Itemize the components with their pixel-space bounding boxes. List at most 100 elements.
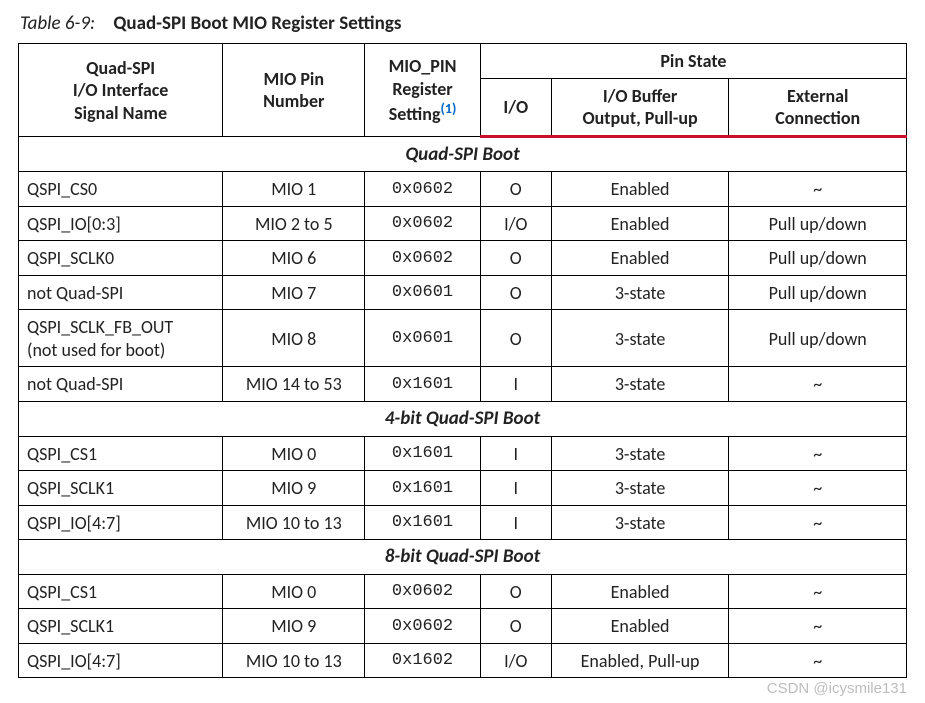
cell-mio-pin: MIO 6 xyxy=(223,241,365,276)
table-row: QSPI_IO[4:7]MIO 10 to 130x1602I/OEnabled… xyxy=(19,643,907,678)
cell-buffer: 3-state xyxy=(551,436,729,471)
cell-signal-name: QSPI_IO[4:7] xyxy=(19,505,223,540)
cell-register: 0x1601 xyxy=(365,505,480,540)
cell-external: ~ xyxy=(729,643,907,678)
cell-io: I/O xyxy=(480,643,551,678)
cell-io: O xyxy=(480,172,551,207)
cell-buffer: 3-state xyxy=(551,505,729,540)
col-buffer: I/O BufferOutput, Pull-up xyxy=(551,78,729,136)
cell-mio-pin: MIO 10 to 13 xyxy=(223,643,365,678)
section-header: 8-bit Quad-SPI Boot xyxy=(19,540,907,575)
cell-external: ~ xyxy=(729,367,907,402)
table-row: QSPI_SCLK1MIO 90x1601I3-state~ xyxy=(19,471,907,506)
cell-register: 0x0601 xyxy=(365,310,480,367)
cell-signal-name: QSPI_SCLK1 xyxy=(19,471,223,506)
cell-external: Pull up/down xyxy=(729,310,907,367)
cell-io: I xyxy=(480,471,551,506)
table-row: QSPI_CS1MIO 00x0602OEnabled~ xyxy=(19,574,907,609)
cell-io: I/O xyxy=(480,206,551,241)
table-row: QSPI_SCLK_FB_OUT(not used for boot)MIO 8… xyxy=(19,310,907,367)
caption-title: Quad-SPI Boot MIO Register Settings xyxy=(99,12,401,35)
cell-buffer: 3-state xyxy=(551,471,729,506)
cell-buffer: Enabled, Pull-up xyxy=(551,643,729,678)
table-row: QSPI_SCLK1MIO 90x0602OEnabled~ xyxy=(19,609,907,644)
section-header: Quad-SPI Boot xyxy=(19,136,907,172)
cell-buffer: Enabled xyxy=(551,172,729,207)
table-row: QSPI_IO[0:3]MIO 2 to 50x0602I/OEnabledPu… xyxy=(19,206,907,241)
cell-external: Pull up/down xyxy=(729,206,907,241)
cell-buffer: 3-state xyxy=(551,367,729,402)
cell-external: Pull up/down xyxy=(729,241,907,276)
cell-signal-name: QSPI_CS1 xyxy=(19,436,223,471)
table-caption: Table 6-9: Quad-SPI Boot MIO Register Se… xyxy=(20,12,907,35)
cell-mio-pin: MIO 1 xyxy=(223,172,365,207)
cell-io: I xyxy=(480,505,551,540)
cell-signal-name: not Quad-SPI xyxy=(19,275,223,310)
cell-buffer: Enabled xyxy=(551,574,729,609)
cell-signal-name: not Quad-SPI xyxy=(19,367,223,402)
cell-mio-pin: MIO 7 xyxy=(223,275,365,310)
cell-register: 0x0602 xyxy=(365,241,480,276)
cell-signal-name: QSPI_IO[0:3] xyxy=(19,206,223,241)
table-head: Quad-SPII/O InterfaceSignal Name MIO Pin… xyxy=(19,44,907,137)
cell-buffer: Enabled xyxy=(551,206,729,241)
cell-external: ~ xyxy=(729,436,907,471)
cell-mio-pin: MIO 10 to 13 xyxy=(223,505,365,540)
table-row: QSPI_CS1MIO 00x1601I3-state~ xyxy=(19,436,907,471)
cell-io: O xyxy=(480,310,551,367)
cell-register: 0x1601 xyxy=(365,367,480,402)
section-header: 4-bit Quad-SPI Boot xyxy=(19,401,907,436)
col-mio-pin: MIO PinNumber xyxy=(223,44,365,137)
caption-label: Table 6-9: xyxy=(20,12,95,35)
col-io: I/O xyxy=(480,78,551,136)
cell-io: I xyxy=(480,436,551,471)
cell-signal-name: QSPI_CS0 xyxy=(19,172,223,207)
cell-register: 0x1601 xyxy=(365,471,480,506)
cell-register: 0x1601 xyxy=(365,436,480,471)
cell-register: 0x1602 xyxy=(365,643,480,678)
cell-register: 0x0601 xyxy=(365,275,480,310)
col-signal-name: Quad-SPII/O InterfaceSignal Name xyxy=(19,44,223,137)
cell-external: ~ xyxy=(729,609,907,644)
cell-external: ~ xyxy=(729,505,907,540)
cell-external: Pull up/down xyxy=(729,275,907,310)
cell-buffer: 3-state xyxy=(551,310,729,367)
table-body: Quad-SPI BootQSPI_CS0MIO 10x0602OEnabled… xyxy=(19,136,907,678)
cell-mio-pin: MIO 14 to 53 xyxy=(223,367,365,402)
table-row: QSPI_CS0MIO 10x0602OEnabled~ xyxy=(19,172,907,207)
table-row: not Quad-SPIMIO 70x0601O3-statePull up/d… xyxy=(19,275,907,310)
cell-buffer: Enabled xyxy=(551,241,729,276)
cell-io: O xyxy=(480,241,551,276)
cell-external: ~ xyxy=(729,172,907,207)
table-row: QSPI_IO[4:7]MIO 10 to 130x1601I3-state~ xyxy=(19,505,907,540)
footnote-ref: (1) xyxy=(440,100,456,117)
cell-register: 0x0602 xyxy=(365,609,480,644)
col-pin-state: Pin State xyxy=(480,44,906,79)
col-register-setting: MIO_PINRegisterSetting(1) xyxy=(365,44,480,137)
table-row: QSPI_SCLK0MIO 60x0602OEnabledPull up/dow… xyxy=(19,241,907,276)
cell-register: 0x0602 xyxy=(365,574,480,609)
cell-mio-pin: MIO 2 to 5 xyxy=(223,206,365,241)
cell-io: O xyxy=(480,609,551,644)
cell-buffer: 3-state xyxy=(551,275,729,310)
table-row: not Quad-SPIMIO 14 to 530x1601I3-state~ xyxy=(19,367,907,402)
cell-signal-name: QSPI_CS1 xyxy=(19,574,223,609)
cell-mio-pin: MIO 8 xyxy=(223,310,365,367)
cell-io: O xyxy=(480,275,551,310)
register-settings-table: Quad-SPII/O InterfaceSignal Name MIO Pin… xyxy=(18,43,907,678)
cell-io: I xyxy=(480,367,551,402)
cell-signal-name: QSPI_IO[4:7] xyxy=(19,643,223,678)
cell-register: 0x0602 xyxy=(365,172,480,207)
cell-mio-pin: MIO 9 xyxy=(223,609,365,644)
cell-io: O xyxy=(480,574,551,609)
cell-signal-name: QSPI_SCLK0 xyxy=(19,241,223,276)
cell-external: ~ xyxy=(729,471,907,506)
cell-mio-pin: MIO 0 xyxy=(223,436,365,471)
col-external: ExternalConnection xyxy=(729,78,907,136)
cell-mio-pin: MIO 9 xyxy=(223,471,365,506)
cell-register: 0x0602 xyxy=(365,206,480,241)
cell-buffer: Enabled xyxy=(551,609,729,644)
watermark: CSDN @icysmile131 xyxy=(767,680,907,697)
cell-external: ~ xyxy=(729,574,907,609)
cell-mio-pin: MIO 0 xyxy=(223,574,365,609)
